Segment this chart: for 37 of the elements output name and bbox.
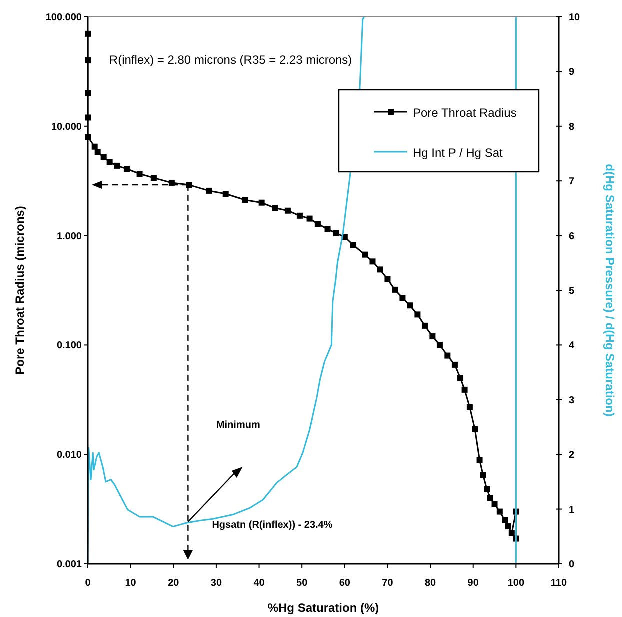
y2-axis-title: d(Hg Saturation Pressure) / d(Hg Saturation) bbox=[603, 164, 617, 417]
ref-line-label: Hgsatn (R(inflex)) - 23.4% bbox=[212, 520, 333, 531]
x-tick-label: 0 bbox=[85, 578, 92, 589]
y2-tick-label: 0 bbox=[569, 560, 575, 570]
y-tick-label: 100.000 bbox=[46, 12, 82, 24]
x-tick-label: 60 bbox=[339, 578, 351, 589]
x-tick-label: 20 bbox=[168, 578, 180, 589]
y-tick-label: 0.010 bbox=[56, 450, 82, 462]
x-tick-label: 40 bbox=[254, 578, 266, 589]
x-tick-label: 80 bbox=[424, 578, 437, 589]
y2-tick-label: 2 bbox=[569, 450, 575, 462]
annotation: Minimum bbox=[216, 420, 260, 431]
x-tick-label: 70 bbox=[382, 578, 394, 589]
x-tick-label: 10 bbox=[125, 578, 137, 589]
y2-tick-label: 7 bbox=[569, 176, 575, 188]
legend-label: Hg Int P / Hg Sat bbox=[413, 146, 504, 160]
y-tick-label: 0.001 bbox=[56, 560, 82, 570]
y2-tick-label: 1 bbox=[569, 504, 575, 516]
y-axis-title: Pore Throat Radius (microns) bbox=[13, 206, 27, 375]
y2-tick-label: 3 bbox=[569, 395, 575, 406]
y2-tick-label: 5 bbox=[569, 286, 575, 297]
x-tick-label: 100 bbox=[508, 578, 525, 589]
annotation: R(inflex) = 2.80 microns (R35 = 2.23 microns) bbox=[109, 53, 352, 67]
y2-tick-label: 4 bbox=[569, 340, 575, 352]
y2-tick-label: 6 bbox=[569, 231, 575, 242]
x-tick-label: 110 bbox=[550, 578, 568, 589]
x-tick-label: 90 bbox=[468, 578, 480, 589]
y2-tick-label: 8 bbox=[569, 122, 575, 133]
y2-tick-label: 9 bbox=[569, 67, 575, 78]
y2-tick-label: 10 bbox=[569, 12, 581, 24]
x-tick-label: 50 bbox=[296, 578, 308, 589]
y-tick-label: 10.000 bbox=[51, 122, 82, 133]
x-axis-title: %Hg Saturation (%) bbox=[268, 601, 380, 615]
x-tick-label: 30 bbox=[210, 578, 222, 589]
y-tick-label: 0.100 bbox=[56, 340, 82, 352]
legend-label: Pore Throat Radius bbox=[413, 106, 517, 120]
y-tick-label: 1.000 bbox=[56, 231, 82, 242]
